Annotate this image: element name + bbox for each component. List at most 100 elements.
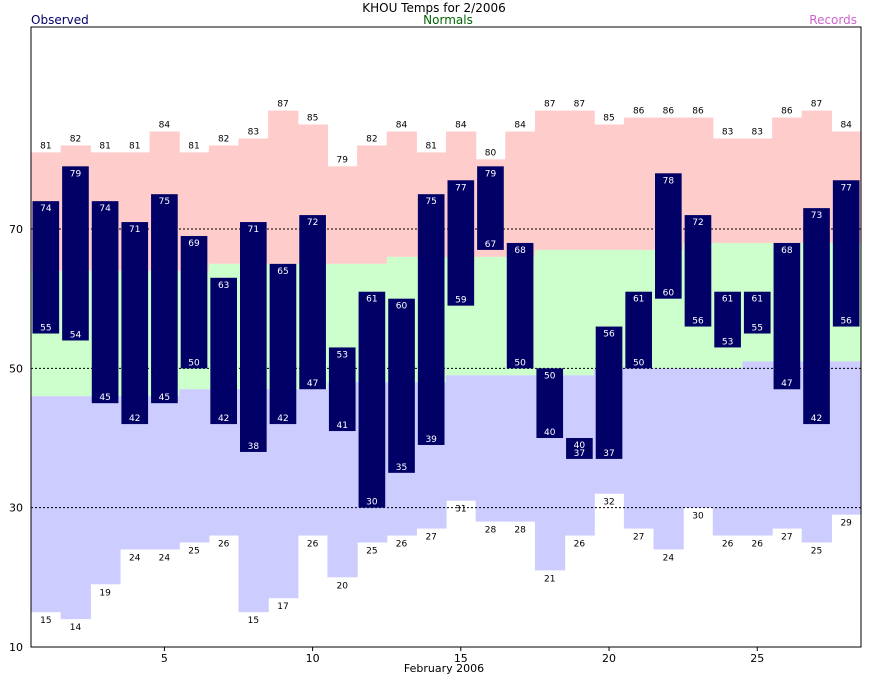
record-high-label: 83 [248, 127, 259, 137]
observed-low-label: 50 [633, 358, 645, 368]
record-high-label: 81 [40, 141, 51, 151]
observed-high-label: 71 [129, 225, 140, 235]
observed-range-bar [240, 222, 267, 452]
record-low-label: 31 [455, 505, 466, 515]
observed-range-bar [477, 166, 504, 250]
observed-high-label: 74 [40, 204, 52, 214]
normal-range-band [564, 249, 595, 376]
record-high-label: 86 [663, 107, 675, 117]
record-high-label: 85 [307, 114, 318, 124]
observed-range-bar [743, 291, 771, 334]
observed-high-label: 77 [840, 183, 851, 193]
record-high-band [623, 117, 655, 250]
observed-range-bar [91, 201, 119, 404]
record-high-label: 84 [455, 120, 467, 130]
plot-frame [30, 26, 862, 648]
record-low-label: 25 [811, 547, 822, 557]
record-low-band [446, 375, 477, 501]
y-tick-label: 30 [9, 502, 23, 515]
observed-high-label: 79 [70, 169, 82, 179]
observed-high-label: 79 [485, 169, 497, 179]
record-low-band [90, 396, 121, 585]
record-high-label: 86 [692, 107, 704, 117]
observed-range-bar [180, 235, 208, 369]
record-high-label: 87 [277, 100, 288, 110]
x-tick-label: 25 [750, 652, 764, 665]
record-low-label: 32 [603, 498, 614, 508]
record-low-band [179, 389, 210, 543]
record-high-label: 81 [188, 141, 199, 151]
observed-high-label: 65 [277, 267, 288, 277]
observed-low-label: 45 [159, 393, 170, 403]
record-low-label: 20 [337, 581, 349, 591]
record-low-band [831, 361, 862, 515]
record-low-label: 24 [129, 553, 141, 563]
observed-range-bar [447, 180, 475, 306]
record-high-label: 80 [485, 148, 497, 158]
record-high-label: 84 [159, 120, 171, 130]
record-high-band [505, 131, 536, 257]
record-high-label: 86 [633, 107, 645, 117]
observed-high-label: 53 [337, 350, 348, 360]
observed-high-label: 69 [188, 239, 200, 249]
record-high-label: 83 [752, 127, 763, 137]
observed-high-label: 75 [159, 197, 170, 207]
record-low-label: 27 [425, 533, 436, 543]
record-low-label: 17 [277, 602, 288, 612]
observed-low-label: 50 [514, 358, 526, 368]
observed-range-bar [566, 438, 593, 459]
x-tick-label: 20 [602, 652, 616, 665]
observed-high-label: 61 [722, 295, 733, 305]
record-low-label: 27 [781, 533, 792, 543]
record-low-label: 27 [633, 533, 644, 543]
record-high-label: 82 [366, 134, 377, 144]
observed-high-label: 40 [574, 441, 586, 451]
observed-low-label: 67 [485, 240, 496, 250]
observed-range-bar [417, 194, 445, 445]
record-high-label: 82 [218, 134, 229, 144]
observed-high-label: 78 [663, 176, 675, 186]
record-high-label: 84 [840, 120, 852, 130]
x-tick-label: 10 [306, 652, 320, 665]
observed-range-bar [62, 166, 89, 341]
record-low-label: 30 [692, 512, 704, 522]
y-tick-label: 10 [9, 641, 23, 654]
legend-observed: Observed [31, 13, 89, 27]
record-low-label: 26 [396, 540, 408, 550]
observed-range-bar [595, 326, 623, 459]
observed-range-bar [625, 291, 652, 369]
record-low-label: 26 [218, 540, 230, 550]
record-high-band [564, 110, 595, 250]
observed-high-label: 60 [396, 302, 408, 312]
observed-range-bar [269, 263, 297, 425]
observed-low-label: 56 [692, 317, 704, 327]
observed-range-bar [210, 277, 237, 425]
observed-low-label: 39 [425, 435, 437, 445]
observed-high-label: 75 [425, 197, 436, 207]
record-low-band [505, 375, 536, 522]
record-low-label: 15 [248, 616, 259, 626]
record-low-label: 21 [544, 574, 555, 584]
observed-high-label: 72 [307, 218, 318, 228]
observed-high-label: 71 [248, 225, 259, 235]
chart-title: KHOU Temps for 2/2006 [362, 1, 506, 15]
record-high-label: 85 [603, 114, 614, 124]
record-high-band [772, 117, 803, 243]
observed-low-label: 30 [366, 498, 378, 508]
plot-area: 81 15 82 14 81 19 81 24 84 24 81 25 82 26 83 15 87 17 85 26… [9, 26, 862, 665]
x-tick-label: 15 [454, 652, 468, 665]
record-low-label: 25 [366, 547, 377, 557]
record-high-label: 83 [722, 127, 733, 137]
record-low-label: 26 [574, 540, 586, 550]
y-tick-label: 70 [9, 223, 23, 236]
record-low-label: 28 [485, 526, 497, 536]
observed-high-label: 72 [692, 218, 703, 228]
record-high-label: 86 [781, 107, 793, 117]
observed-low-label: 56 [840, 317, 852, 327]
record-low-label: 24 [663, 553, 675, 563]
observed-high-label: 77 [455, 183, 466, 193]
record-high-band [268, 110, 299, 264]
record-low-band [653, 368, 684, 550]
x-tick-label: 5 [161, 652, 168, 665]
record-high-band [534, 110, 566, 250]
